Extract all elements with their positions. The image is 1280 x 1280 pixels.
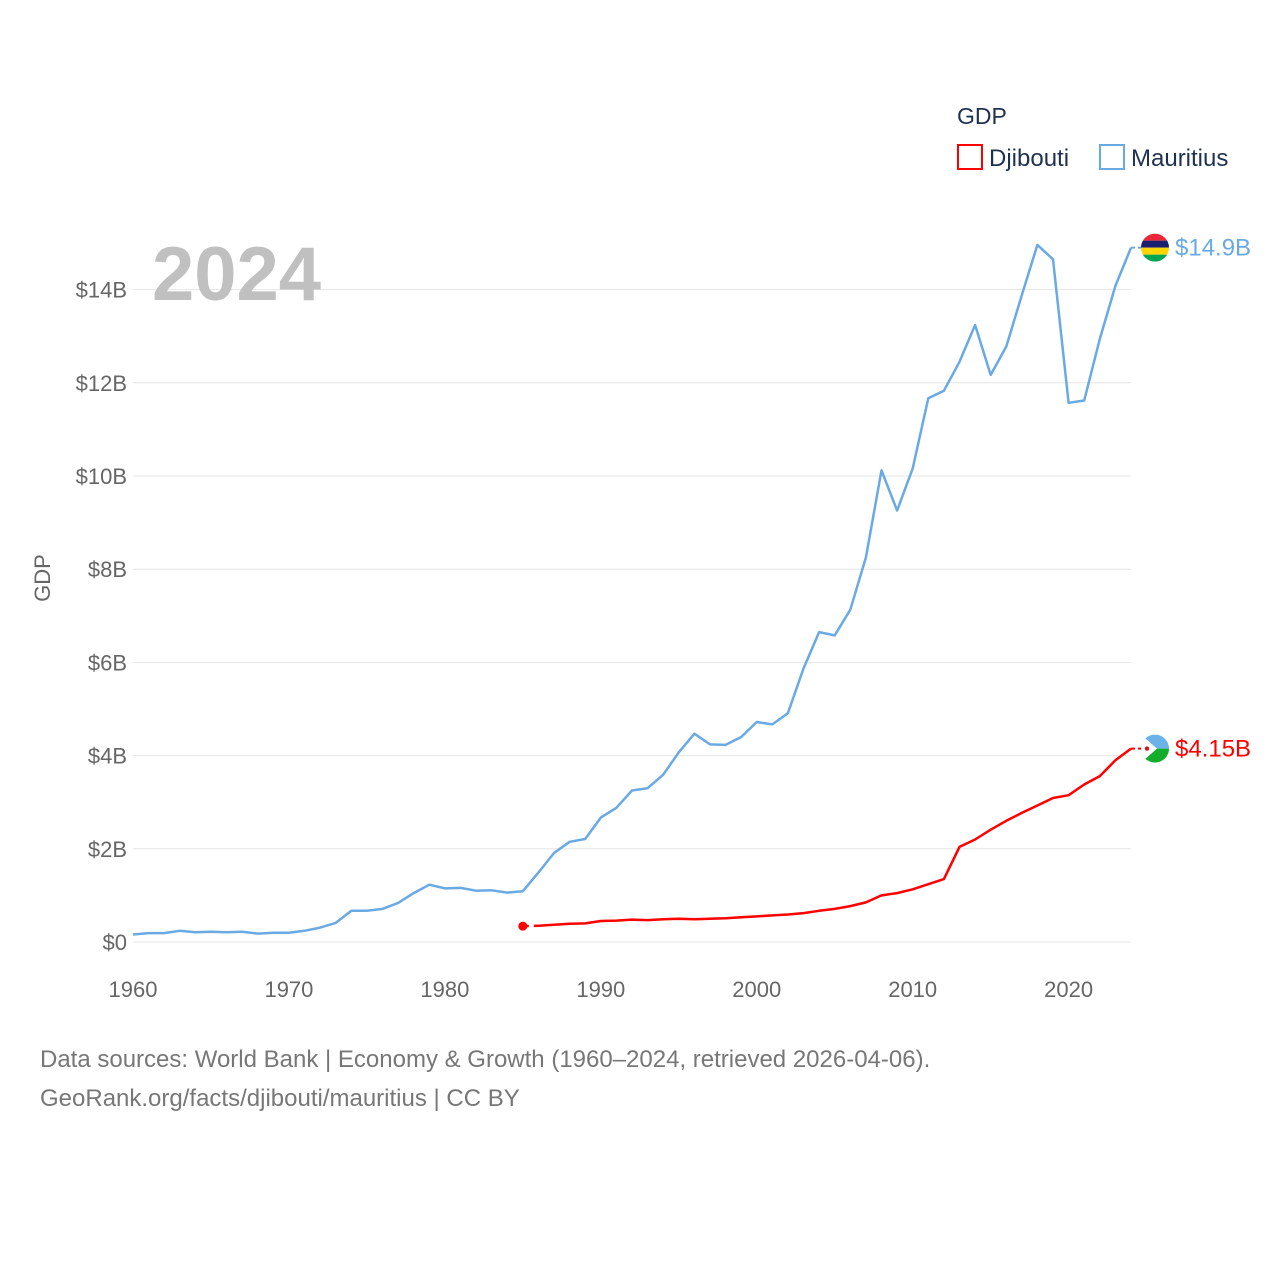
y-tick-label: $8B [88,557,127,582]
series-lines [132,243,1133,936]
x-tick-label: 2020 [1044,977,1093,1002]
y-tick-label: $2B [88,837,127,862]
x-tick-label: 2000 [732,977,781,1002]
x-tick-label: 2010 [888,977,937,1002]
y-tick-label: $12B [76,371,127,396]
x-axis-ticks: 1960 1970 1980 1990 2000 2010 2020 [109,977,1094,1002]
x-tick-label: 1960 [109,977,158,1002]
legend-swatch-djibouti[interactable] [957,144,983,170]
y-tick-label: $14B [76,278,127,303]
series-line-djibouti[interactable] [538,747,1132,927]
legend-label-djibouti[interactable]: Djibouti [989,145,1069,172]
series-end-markers: $14.9B $4.15B [1131,233,1251,763]
legend-title: GDP [957,103,1007,129]
x-tick-label: 1970 [264,977,313,1002]
flag-icon-djibouti [1141,734,1169,763]
end-value-label-djibouti: $4.15B [1175,736,1251,763]
legend: GDP Djibouti Mauritius [957,103,1228,172]
x-tick-label: 1990 [576,977,625,1002]
year-watermark: 2024 [152,232,321,317]
legend-swatch-mauritius[interactable] [1099,144,1125,170]
end-value-label-mauritius: $14.9B [1175,235,1251,262]
flag-icon-mauritius [1141,233,1169,262]
legend-label-mauritius[interactable]: Mauritius [1131,145,1228,172]
y-tick-label: $10B [76,464,127,489]
gridlines [133,289,1131,943]
y-tick-label: $4B [88,744,127,769]
footer-source: Data sources: World Bank | Economy & Gro… [40,1046,931,1073]
y-axis-label: GDP [30,554,55,602]
y-tick-label: $0 [103,930,127,955]
series-line-mauritius[interactable] [132,243,1133,936]
y-axis-ticks: $0 $2B $4B $6B $8B $10B $12B $14B [76,278,127,955]
y-tick-label: $6B [88,650,127,675]
series-start-point-djibouti[interactable] [518,921,528,931]
footer-attribution: GeoRank.org/facts/djibouti/mauritius | C… [40,1085,520,1112]
x-tick-label: 1980 [420,977,469,1002]
gdp-line-chart: $0$2B$4B$6B$8B$10B$12B$14B 1960 1970 1980 1… [30,103,1251,1002]
